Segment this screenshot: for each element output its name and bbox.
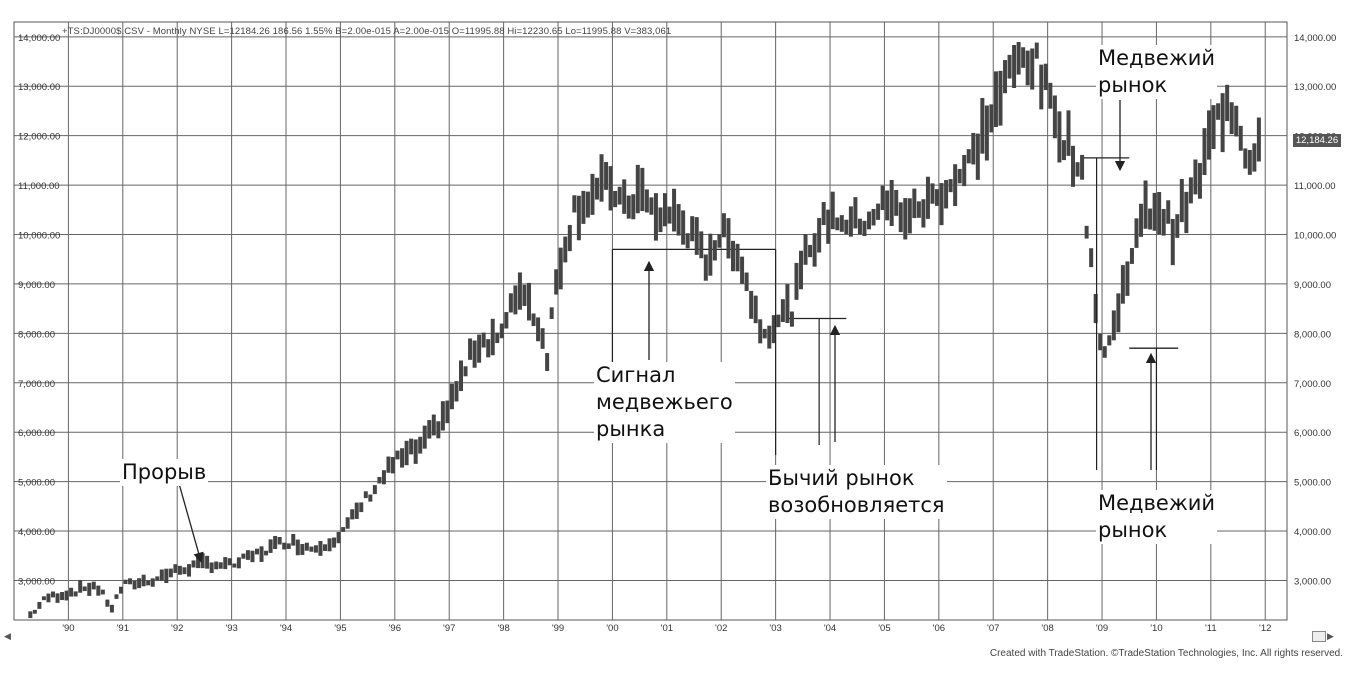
- x-tick-label: '91: [117, 623, 129, 634]
- scroll-right-icon[interactable]: ▶: [1327, 631, 1334, 641]
- y-tick-label-left: 7,000.00: [18, 379, 55, 390]
- x-tick-label: '12: [1259, 623, 1271, 634]
- x-tick-label: '00: [606, 623, 618, 634]
- y-tick-label-left: 14,000.00: [18, 33, 60, 44]
- x-tick-label: '98: [497, 623, 509, 634]
- annotation-bull-resumes: Бычий рынок возобновляется: [766, 465, 947, 519]
- x-tick-label: '02: [715, 623, 727, 634]
- x-tick-label: '03: [769, 623, 781, 634]
- y-tick-label-left: 5,000.00: [18, 478, 55, 489]
- x-axis-ticks: '90 '91 '92 '93 '94 '95 '96 '97 '98 '99 '00 '01 '02 '…: [62, 623, 1271, 634]
- y-tick-label-right: 4,000.00: [1294, 527, 1331, 538]
- horizontal-scrollbar[interactable]: [0, 628, 1351, 644]
- breakout-arrow: [177, 479, 204, 564]
- y-tick-label-right: 10,000.00: [1294, 231, 1336, 242]
- signal-level-lines: [612, 157, 1179, 349]
- y-tick-label-left: 10,000.00: [18, 231, 60, 242]
- x-tick-label: '07: [987, 623, 999, 634]
- x-tick-label: '93: [225, 623, 237, 634]
- y-tick-label-right: 8,000.00: [1294, 329, 1331, 340]
- x-tick-label: '99: [552, 623, 564, 634]
- y-tick-label-left: 9,000.00: [18, 280, 55, 291]
- y-tick-label-right: 14,000.00: [1294, 33, 1336, 44]
- credit-text: Created with TradeStation. ©TradeStation…: [989, 648, 1343, 659]
- y-tick-label-left: 13,000.00: [18, 82, 60, 93]
- y-tick-label-left: 8,000.00: [18, 329, 55, 340]
- x-tick-label: '01: [661, 623, 673, 634]
- x-tick-label: '90: [62, 623, 74, 634]
- y-axis-ticks: 3,000.00 3,000.00 4,000.00 4,000.00 5,000.00…: [18, 33, 1336, 588]
- x-tick-label: '96: [389, 623, 401, 634]
- plot-frame: [13, 21, 1288, 621]
- y-tick-label-left: 4,000.00: [18, 527, 55, 538]
- x-tick-label: '97: [443, 623, 455, 634]
- y-tick-label-left: 11,000.00: [18, 181, 60, 192]
- annotation-bear-market-top: Медвежий рынок: [1096, 45, 1218, 99]
- x-tick-label: '95: [334, 623, 346, 634]
- y-tick-label-right: 9,000.00: [1294, 280, 1331, 291]
- annotation-breakout: Прорыв: [120, 459, 209, 486]
- x-tick-label: '10: [1150, 623, 1162, 634]
- x-tick-label: '94: [280, 623, 292, 634]
- scroll-thumb[interactable]: [1312, 631, 1326, 642]
- chart-header-info: +TS:DJ0000$.CSV - Monthly NYSE L=12184.2…: [62, 26, 672, 37]
- y-tick-label-right: 3,000.00: [1294, 576, 1331, 587]
- x-tick-label: '92: [171, 623, 183, 634]
- y-tick-label-right: 5,000.00: [1294, 478, 1331, 489]
- annotation-bear-market-bottom: Медвежий рынок: [1096, 490, 1218, 544]
- x-tick-label: '05: [878, 623, 890, 634]
- y-tick-label-left: 3,000.00: [18, 576, 55, 587]
- last-price-label: 12,184.26: [1293, 134, 1341, 147]
- x-tick-label: '08: [1041, 623, 1053, 634]
- y-tick-label-left: 6,000.00: [18, 428, 55, 439]
- x-tick-label: '06: [933, 623, 945, 634]
- annotation-bear-signal: Сигнал медвежьего рынка: [594, 362, 735, 443]
- x-tick-label: '04: [824, 623, 836, 634]
- y-tick-label-right: 13,000.00: [1294, 82, 1336, 93]
- scroll-left-icon[interactable]: ◀: [4, 631, 11, 641]
- y-tick-label-left: 12,000.00: [18, 132, 60, 143]
- x-tick-label: '11: [1205, 623, 1217, 634]
- y-tick-label-right: 6,000.00: [1294, 428, 1331, 439]
- y-tick-label-right: 7,000.00: [1294, 379, 1331, 390]
- y-tick-label-right: 11,000.00: [1294, 181, 1336, 192]
- price-bars: [28, 42, 1261, 619]
- x-tick-label: '09: [1096, 623, 1108, 634]
